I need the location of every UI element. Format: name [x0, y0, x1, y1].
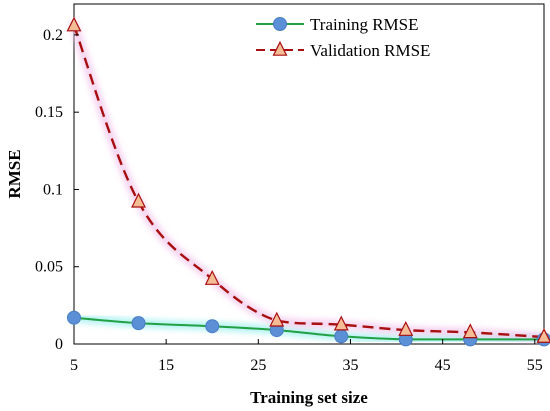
series-markers-layer	[66, 16, 550, 347]
data-point-circle	[131, 316, 146, 331]
data-point-triangle	[462, 323, 478, 339]
x-tick-label: 35	[342, 357, 358, 374]
legend-label: Validation RMSE	[310, 41, 430, 60]
data-point-circle	[67, 310, 81, 325]
data-point-triangle	[398, 320, 414, 336]
series-lines-layer	[72, 25, 545, 341]
x-tick-label: 45	[435, 357, 451, 374]
data-point-circle	[205, 319, 220, 334]
x-tick-label: 25	[250, 357, 266, 374]
y-tick-label: 0.15	[35, 104, 63, 121]
series-glow-layer	[69, 21, 549, 344]
legend: Training RMSE Validation RMSE	[256, 15, 430, 60]
y-tick-label: 0.05	[35, 259, 63, 276]
y-axis-title: RMSE	[5, 149, 24, 198]
y-axis-ticks: 0 0.05 0.1 0.15 0.2	[35, 27, 79, 353]
data-point-circle	[334, 329, 349, 344]
x-tick-label: 5	[70, 357, 78, 374]
series-line	[72, 25, 545, 339]
data-point-triangle	[536, 327, 550, 343]
data-point-triangle	[333, 315, 349, 331]
data-point-triangle	[269, 311, 285, 327]
x-tick-label: 15	[158, 357, 174, 374]
data-point-triangle	[131, 192, 146, 208]
x-axis-title: Training set size	[250, 388, 368, 407]
data-point-triangle	[66, 16, 82, 32]
legend-marker-triangle	[272, 40, 288, 56]
y-tick-label: 0.1	[43, 181, 63, 198]
legend-marker-circle	[273, 17, 287, 31]
series-halo	[69, 21, 549, 342]
data-point-triangle	[204, 269, 220, 285]
y-tick-label: 0	[55, 336, 63, 353]
y-tick-label: 0.2	[43, 27, 63, 44]
legend-label: Training RMSE	[310, 15, 418, 34]
plot-frame	[73, 3, 545, 345]
x-axis-ticks: 5 15 25 35 45 55	[70, 339, 543, 374]
x-tick-label: 55	[527, 357, 543, 374]
